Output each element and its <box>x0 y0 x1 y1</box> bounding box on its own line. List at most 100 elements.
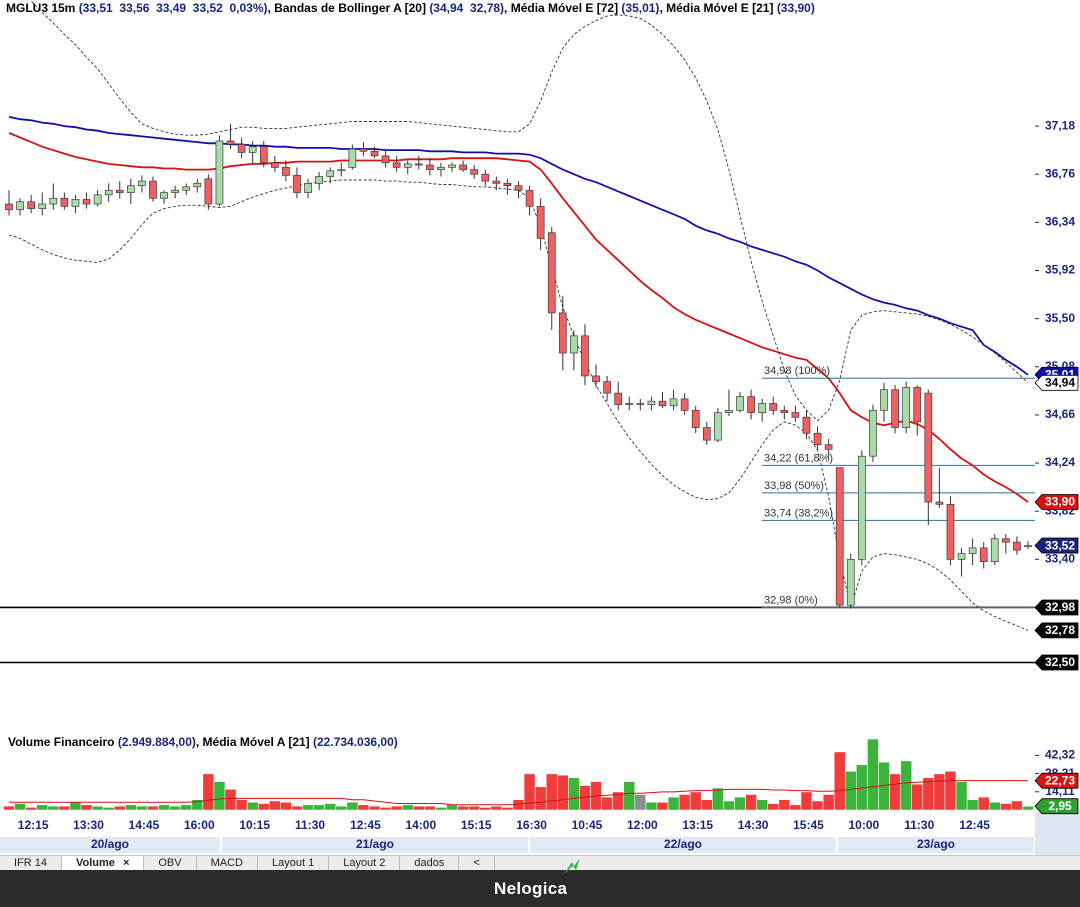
candle-body <box>182 186 191 191</box>
candle-body <box>16 201 24 211</box>
bollinger-band <box>29 0 1029 422</box>
volume-bar <box>25 807 37 811</box>
candle-body <box>492 180 501 184</box>
tab-label: < <box>473 857 480 869</box>
volume-bar <box>689 791 702 811</box>
tab[interactable]: OBV <box>144 856 197 871</box>
volume-bar <box>534 786 547 811</box>
volume-bar <box>3 805 15 811</box>
candle-body <box>669 398 678 407</box>
candle-body <box>337 169 346 172</box>
chart: 34,98 (100%) 34,22 (61,8%) 33,98 (50%) 33,7… <box>0 0 1080 855</box>
candle-body <box>60 197 69 207</box>
price-tag <box>1034 494 1079 510</box>
x-tick-label: 14:30 <box>738 818 769 832</box>
x-tick-label: 16:00 <box>184 818 215 832</box>
header-part: (35,01) <box>621 1 659 15</box>
candle-body <box>1013 541 1021 551</box>
candle-body <box>891 389 899 428</box>
candle-body <box>414 163 423 166</box>
price-tag <box>1034 374 1079 391</box>
day-label: 20/ago <box>91 837 129 851</box>
candle-body <box>846 558 855 606</box>
tab[interactable]: Layout 2 <box>329 856 401 871</box>
y-tick-label: 36,34 <box>1045 215 1075 229</box>
volume-ma <box>9 780 1029 806</box>
candle-body <box>514 185 523 191</box>
volume-bar <box>390 805 403 811</box>
candle-body <box>381 155 390 164</box>
candle-body <box>437 166 445 170</box>
price-tag-label: 32,98 <box>1045 600 1075 614</box>
x-tick-label: 14:45 <box>129 818 160 832</box>
candle-body <box>747 396 755 413</box>
candle-body <box>547 232 556 314</box>
candle-body <box>869 409 877 457</box>
candle-body <box>248 146 257 153</box>
volume-bar <box>811 800 824 811</box>
candle-body <box>558 312 567 354</box>
volume-bar <box>435 807 447 811</box>
candle-body <box>160 192 168 199</box>
header-part: , Bandas de Bollinger A [20] <box>268 1 430 15</box>
tab-label: Layout 1 <box>272 857 315 869</box>
volume-bar <box>623 781 636 811</box>
day-band <box>530 837 836 853</box>
tab[interactable]: dados <box>400 856 460 871</box>
volume-bar <box>1022 805 1034 811</box>
volume-bar <box>900 760 912 811</box>
x-tick-label: 12:15 <box>18 818 49 832</box>
tab[interactable]: < <box>459 856 495 871</box>
candle-body <box>259 146 268 164</box>
volume-bar <box>933 773 946 811</box>
price-tag <box>1034 772 1079 789</box>
x-tick-label: 12:00 <box>627 818 658 832</box>
volume-bar <box>745 794 757 811</box>
tab[interactable]: Volume × <box>62 856 145 871</box>
volume-bar <box>800 791 813 811</box>
volume-bar <box>235 799 248 811</box>
price-tag-label: 2,95 <box>1048 799 1072 813</box>
tab[interactable]: IFR 14 <box>0 856 63 871</box>
header-part: MGLU3 15m <box>6 1 79 15</box>
candle-body <box>647 400 656 405</box>
day-label: 23/ago <box>917 837 955 851</box>
candle-body <box>714 412 722 441</box>
candle-body <box>691 409 700 428</box>
candle-body <box>459 164 467 170</box>
volume-bar <box>545 773 558 811</box>
candle-body <box>293 175 301 193</box>
volume-bar <box>568 777 580 811</box>
header-part: , Média Móvel E [72] <box>504 1 621 15</box>
volume-bar <box>656 802 669 811</box>
volume-header: Volume Financeiro (2.949.884,00), Média … <box>8 735 398 749</box>
candle-body <box>270 162 279 168</box>
moving-average <box>8 116 1029 376</box>
volume-tick-label: 42,32 <box>1045 748 1075 762</box>
day-label: 22/ago <box>664 837 702 851</box>
volume-bar <box>147 805 159 811</box>
tab[interactable]: MACD <box>197 856 258 871</box>
volume-bar <box>479 807 492 811</box>
candle-body <box>625 403 634 405</box>
x-tick-label: 11:30 <box>295 818 325 832</box>
candle-body <box>370 150 379 157</box>
volume-bar <box>678 794 691 811</box>
candle-body <box>658 400 667 407</box>
volume-bar <box>645 802 658 811</box>
volume-bar <box>889 773 901 811</box>
volume-bar <box>47 805 60 811</box>
volume-bar <box>734 796 746 811</box>
volume-bar <box>944 771 957 811</box>
candle-body <box>503 183 512 187</box>
y-tick-label: 35,50 <box>1045 311 1075 325</box>
volume-bar <box>778 799 791 811</box>
header-part: (33,90) <box>777 1 815 15</box>
volume-bar <box>291 805 303 811</box>
candle-body <box>592 375 600 383</box>
tab[interactable]: Layout 1 <box>258 856 330 871</box>
candle-body <box>326 170 335 177</box>
candle-body <box>957 553 966 560</box>
tab-close[interactable]: × <box>122 857 130 869</box>
volume-bar <box>246 802 259 811</box>
